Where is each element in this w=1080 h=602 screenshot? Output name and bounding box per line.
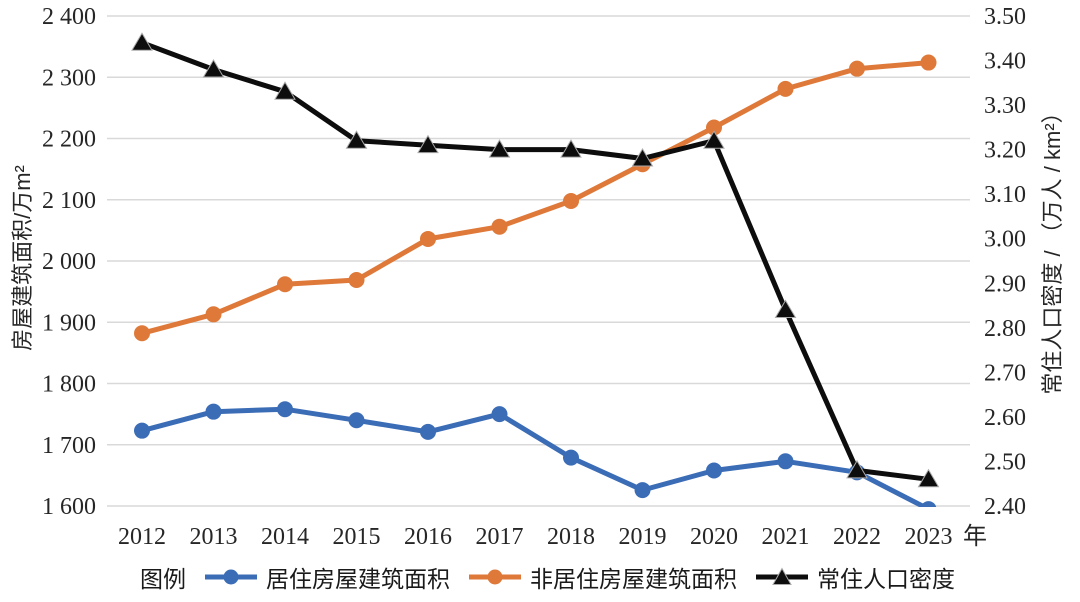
legend-label-residential: 居住房屋建筑面积 xyxy=(266,566,450,592)
right-axis-title: 常住人口密度 / （万人 / km²） xyxy=(1040,101,1065,395)
density-data-point xyxy=(846,459,868,479)
residential-data-point xyxy=(920,501,937,507)
density-data-point xyxy=(917,468,940,488)
y-axis-left-tick-label: 2 100 xyxy=(42,188,96,214)
residential-data-point xyxy=(634,482,651,499)
y-axis-right-tick-label: 3.20 xyxy=(984,138,1026,164)
series-density xyxy=(131,32,940,488)
non-residential-data-point xyxy=(134,325,150,342)
density-line xyxy=(139,40,931,482)
y-axis-right-tick-label: 2.90 xyxy=(984,271,1026,297)
non-residential-data-point xyxy=(348,271,365,288)
x-axis-tick-label: 2023 xyxy=(905,524,953,550)
y-axis-right-tick-label: 3.00 xyxy=(984,227,1026,253)
density-data-point xyxy=(131,32,153,51)
density-data-point xyxy=(274,81,296,100)
series-residential xyxy=(134,401,937,507)
y-axis-left-tick-labels: 1 600 1 700 1 800 1 900 2 000 2 100 2 200 2 300… xyxy=(42,4,96,520)
x-axis-tick-label: 2015 xyxy=(333,524,381,550)
density-data-point xyxy=(774,299,797,318)
non-residential-line-sample-icon xyxy=(469,569,521,585)
x-axis-tick-label: 2012 xyxy=(118,524,166,550)
non-residential-data-point xyxy=(420,230,436,247)
legend-item-density: 常住人口密度 xyxy=(755,560,955,594)
x-axis-tick-label: 2018 xyxy=(547,524,595,550)
residential-data-point xyxy=(777,453,794,470)
density-data-point xyxy=(631,148,654,167)
y-axis-right-tick-labels: 2.40 2.50 2.60 2.70 2.80 2.90 3.00 3.10 3.20 3.30… xyxy=(984,4,1026,520)
y-axis-right-tick-label: 3.40 xyxy=(984,49,1026,75)
y-axis-left-tick-label: 1 800 xyxy=(42,372,96,398)
legend-item-non-residential: 非居住房屋建筑面积 xyxy=(468,560,737,594)
residential-data-point xyxy=(348,412,365,429)
x-axis-tick-label: 2020 xyxy=(690,524,738,550)
density-data-point xyxy=(488,139,511,158)
y-axis-left-tick-label: 2 200 xyxy=(42,127,96,153)
x-axis-tick-labels: 2012 2013 2014 2015 2016 2017 2018 2019 2020 2021… xyxy=(118,523,987,550)
y-axis-left-tick-label: 1 700 xyxy=(42,433,96,459)
series-group xyxy=(131,32,940,507)
legend-label-non-residential: 非居住房屋建筑面积 xyxy=(530,566,737,592)
non-residential-data-point xyxy=(491,218,508,235)
density-data-point xyxy=(417,134,439,154)
density-data-point xyxy=(703,130,725,149)
y-axis-right-tick-label: 3.50 xyxy=(984,4,1026,30)
y-axis-right-tick-label: 2.60 xyxy=(984,405,1026,431)
x-axis-tick-label: 2013 xyxy=(190,524,238,550)
y-axis-left-tick-label: 2 300 xyxy=(42,65,96,91)
residential-data-point xyxy=(205,403,222,420)
y-axis-right-tick-label: 3.10 xyxy=(984,182,1026,208)
y-axis-left-tick-label: 1 900 xyxy=(42,310,96,336)
residential-data-point xyxy=(706,462,722,479)
y-axis-right-tick-label: 3.30 xyxy=(984,93,1026,119)
residential-data-point xyxy=(563,449,579,466)
legend: 图例 居住房屋建筑面积 非居住房屋建筑面积 常住人口密度 xyxy=(140,561,955,593)
non-residential-data-point xyxy=(563,192,579,209)
non-residential-data-point xyxy=(920,54,937,71)
x-axis-tick-label: 2022 xyxy=(833,524,881,550)
left-axis-title: 房屋建筑面积/万m² xyxy=(10,165,35,351)
non-residential-data-point xyxy=(849,60,865,77)
residential-data-point xyxy=(134,422,150,439)
y-axis-right-tick-label: 2.80 xyxy=(984,316,1026,342)
density-data-point xyxy=(560,139,582,158)
y-axis-left-tick-label: 2 000 xyxy=(42,249,96,275)
x-axis-tick-label: 2021 xyxy=(762,524,810,550)
gridlines xyxy=(107,15,970,507)
legend-item-residential: 居住房屋建筑面积 xyxy=(204,560,450,594)
series-non-residential xyxy=(134,54,937,342)
x-axis-tick-label: 2019 xyxy=(619,524,667,550)
y-axis-right-tick-label: 2.40 xyxy=(984,494,1026,520)
x-axis-tick-label: 2017 xyxy=(476,524,524,550)
density-data-point xyxy=(345,130,368,149)
residential-data-point xyxy=(277,401,293,418)
x-axis-tick-label: 2014 xyxy=(261,524,309,550)
density-data-point xyxy=(202,58,225,78)
residential-data-point xyxy=(491,406,508,423)
y-axis-right-tick-label: 2.70 xyxy=(984,360,1026,386)
non-residential-data-point xyxy=(706,119,722,136)
legend-label-density: 常住人口密度 xyxy=(817,566,955,592)
x-axis-unit-label: 年 xyxy=(963,523,987,550)
legend-title: 图例 xyxy=(140,566,186,592)
non-residential-data-point xyxy=(205,306,222,323)
residential-data-point xyxy=(420,423,436,440)
y-axis-left-tick-label: 1 600 xyxy=(42,494,96,520)
non-residential-data-point xyxy=(277,276,293,293)
non-residential-line xyxy=(139,60,931,336)
y-axis-right-tick-label: 2.50 xyxy=(984,449,1026,475)
density-line-sample-icon xyxy=(756,567,808,585)
residential-line xyxy=(139,406,930,507)
x-axis-tick-label: 2016 xyxy=(404,524,452,550)
residential-line-sample-icon xyxy=(205,569,257,585)
non-residential-data-point xyxy=(777,80,794,97)
y-axis-left-tick-label: 2 400 xyxy=(42,4,96,30)
